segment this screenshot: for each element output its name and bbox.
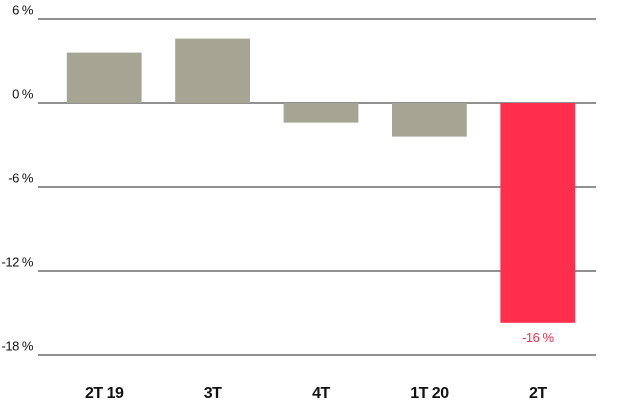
- bar: [392, 103, 467, 137]
- x-tick-label: 2T: [529, 385, 547, 402]
- x-tick-label: 1T 20: [410, 385, 449, 402]
- value-label: -16 %: [522, 330, 554, 345]
- y-tick-label: -12 %: [2, 254, 34, 269]
- bar: [175, 38, 250, 103]
- y-tick-label: -6 %: [8, 170, 34, 185]
- bar: [500, 103, 576, 323]
- y-tick-label: 6 %: [12, 2, 34, 17]
- y-tick-label: -18 %: [2, 338, 34, 353]
- bar: [66, 52, 142, 103]
- x-tick-label: 3T: [204, 385, 222, 402]
- bar: [283, 103, 359, 123]
- y-tick-label: 0 %: [12, 86, 34, 101]
- x-tick-label: 2T 19: [85, 385, 124, 402]
- x-tick-label: 4T: [312, 385, 330, 402]
